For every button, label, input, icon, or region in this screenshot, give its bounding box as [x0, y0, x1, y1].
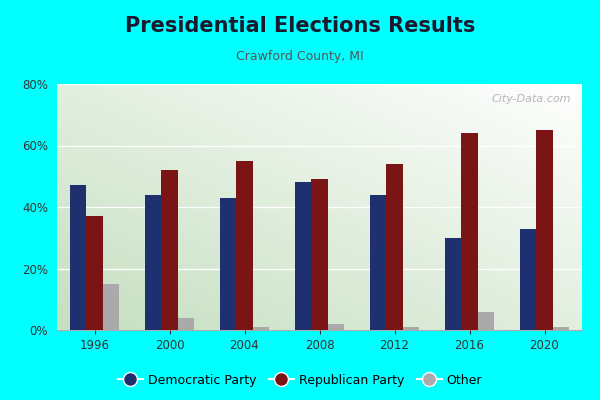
Bar: [445, 238, 461, 330]
Legend: Democratic Party, Republican Party, Other: Democratic Party, Republican Party, Othe…: [113, 369, 487, 392]
Bar: [370, 195, 386, 330]
Bar: [536, 130, 553, 330]
Bar: [478, 312, 494, 330]
Bar: [386, 164, 403, 330]
Bar: [220, 198, 236, 330]
Bar: [178, 318, 194, 330]
Bar: [86, 216, 103, 330]
Bar: [403, 327, 419, 330]
Bar: [145, 195, 161, 330]
Bar: [461, 133, 478, 330]
Bar: [553, 327, 569, 330]
Bar: [311, 179, 328, 330]
Bar: [236, 161, 253, 330]
Bar: [103, 284, 119, 330]
Bar: [328, 324, 344, 330]
Text: Crawford County, MI: Crawford County, MI: [236, 50, 364, 63]
Bar: [295, 182, 311, 330]
Bar: [161, 170, 178, 330]
Text: Presidential Elections Results: Presidential Elections Results: [125, 16, 475, 36]
Bar: [520, 228, 536, 330]
Bar: [70, 186, 86, 330]
Text: City-Data.com: City-Data.com: [492, 94, 571, 104]
Bar: [253, 327, 269, 330]
